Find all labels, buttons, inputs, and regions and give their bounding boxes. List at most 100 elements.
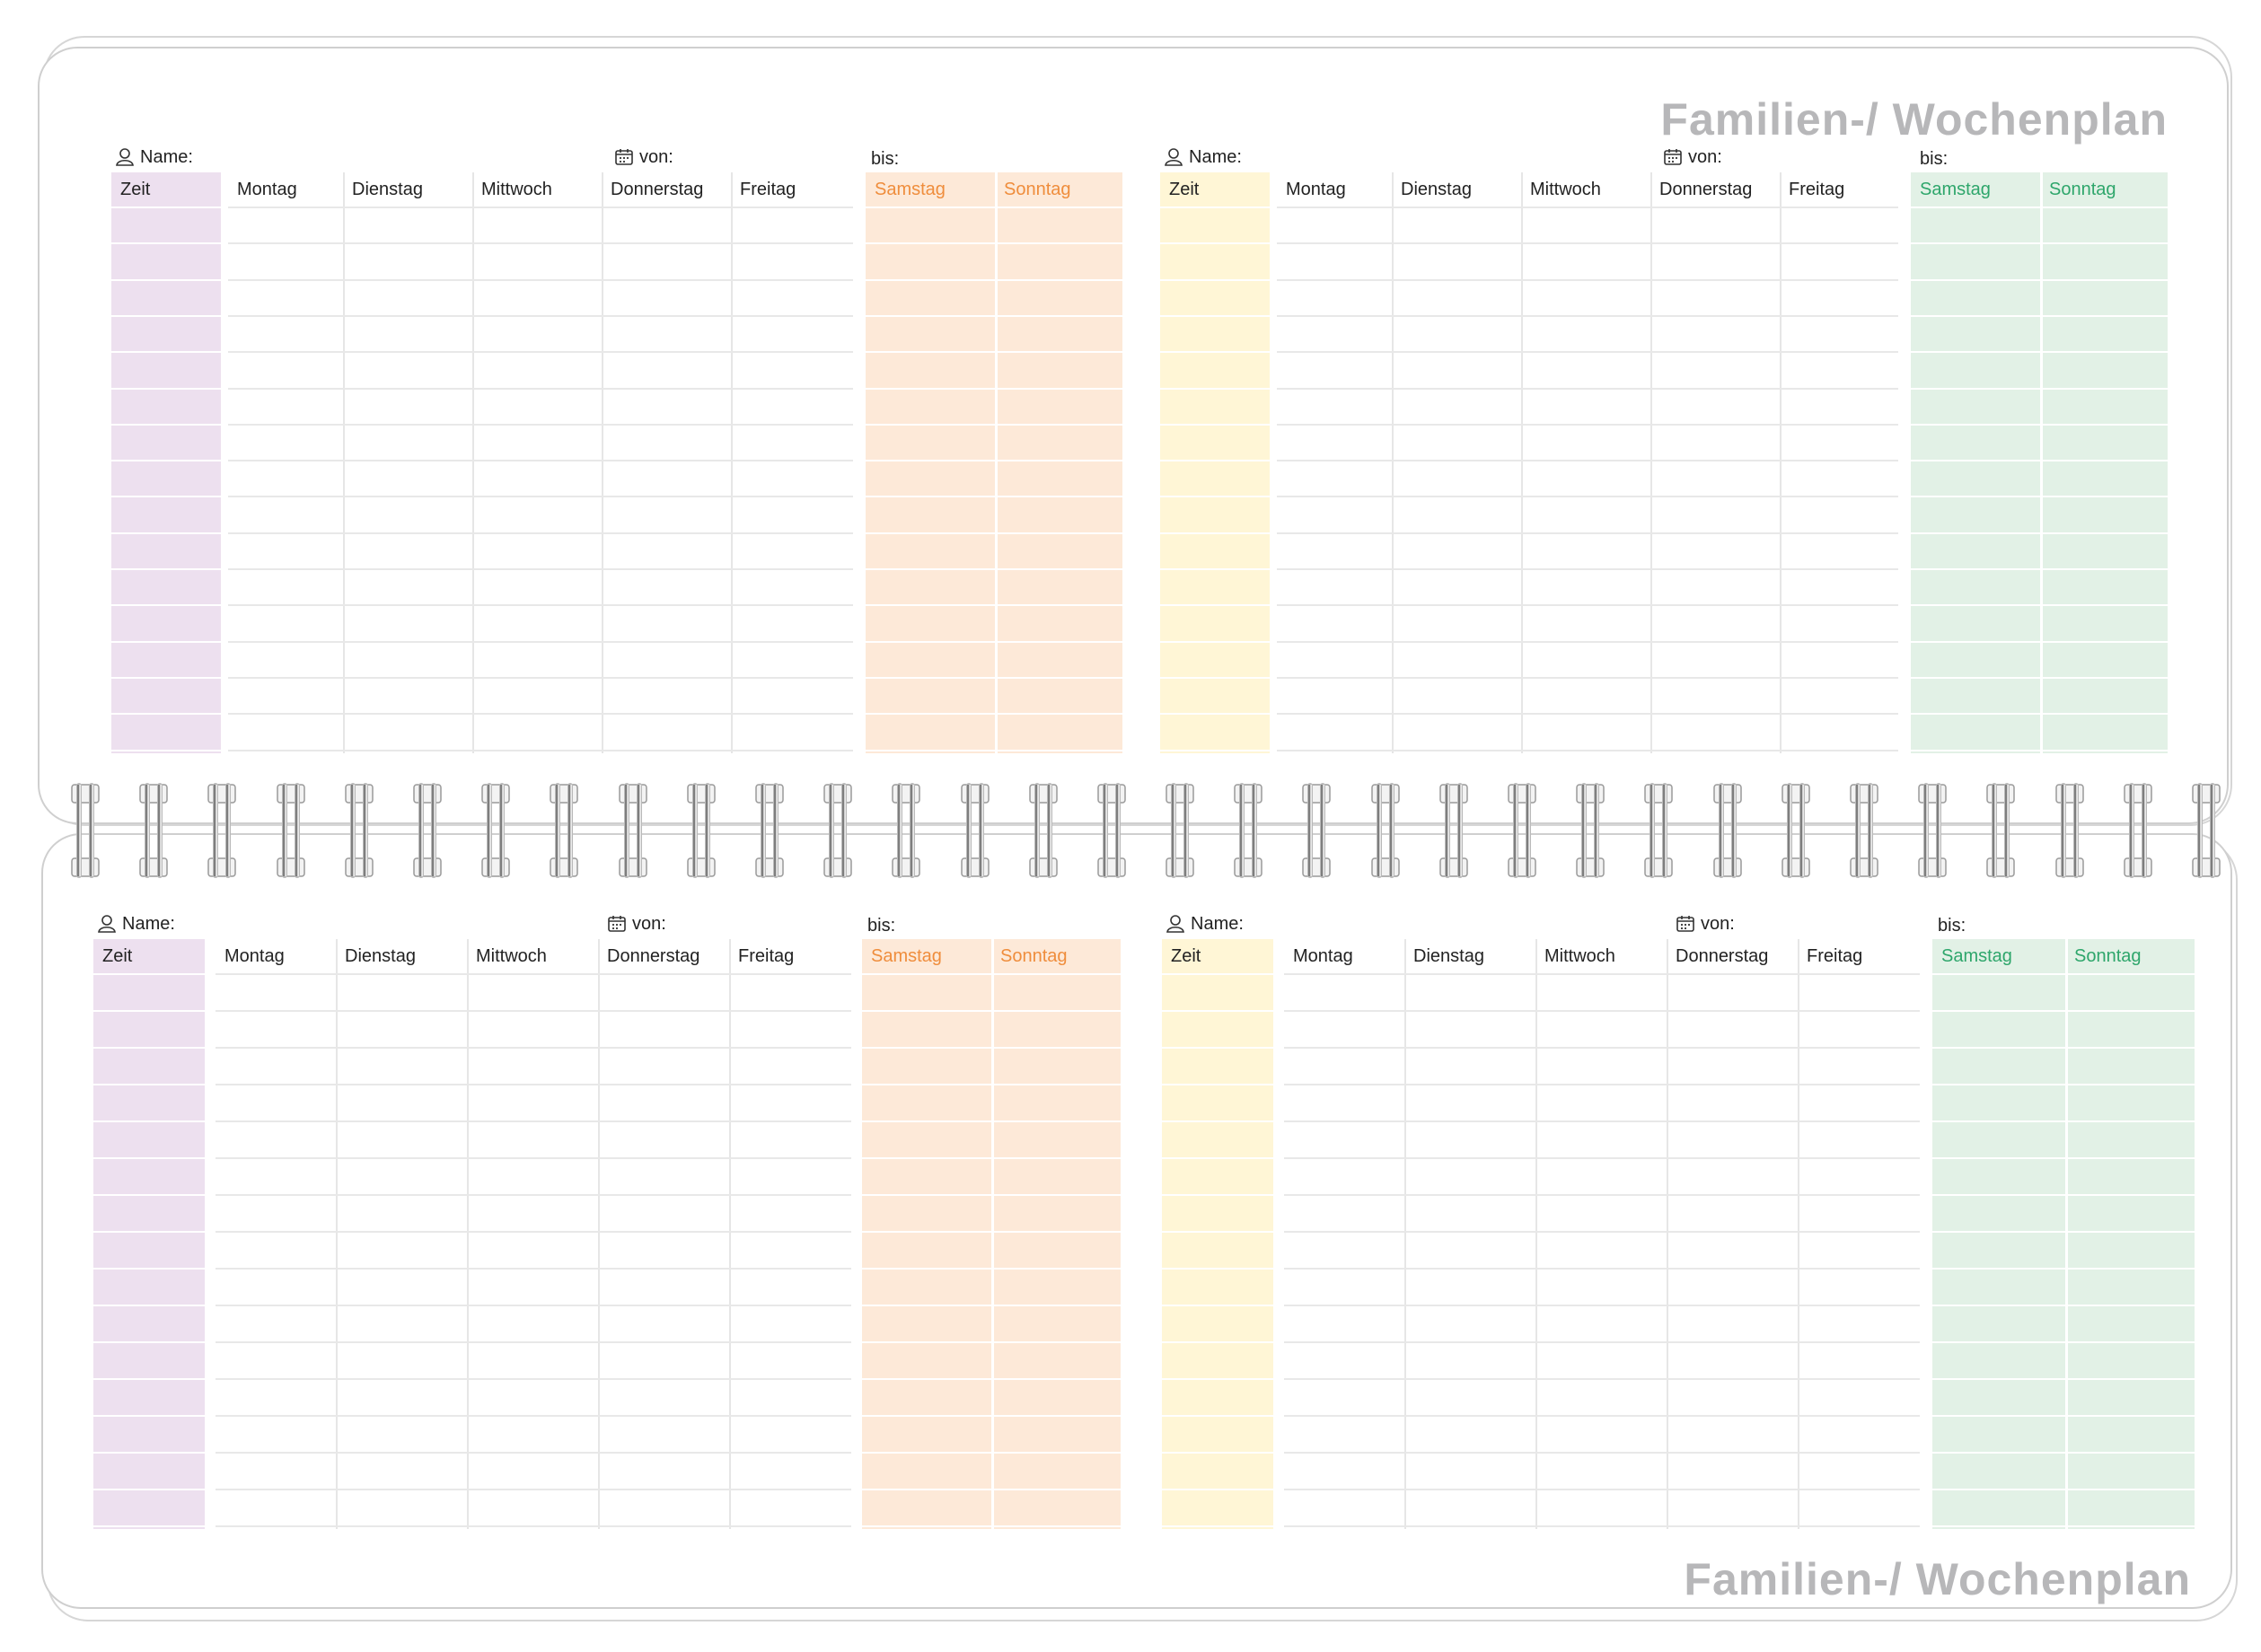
weekend-row-divider	[1911, 532, 2168, 534]
weekend-row-divider	[1911, 496, 2168, 498]
column-header-montag: Montag	[237, 179, 297, 199]
zeit-row-divider	[1160, 314, 1270, 317]
column-header-sonntag: Sonntag	[2049, 179, 2116, 199]
weekend-row-divider	[1932, 1489, 2195, 1490]
spiral-ring	[138, 779, 169, 882]
weekend-row-divider	[1932, 1010, 2195, 1012]
zeit-row-divider	[111, 242, 221, 245]
column-header-dienstag: Dienstag	[345, 945, 416, 966]
name-label: Name:	[1166, 910, 1244, 937]
von-label-text: von:	[1701, 913, 1735, 934]
weekday-row-line	[1284, 1231, 1920, 1233]
spiral-ring	[1712, 779, 1743, 882]
zeit-row-divider	[93, 1084, 205, 1085]
weekend-row-divider	[1932, 1047, 2195, 1049]
spiral-ring	[1507, 779, 1537, 882]
von-label: von:	[607, 910, 666, 937]
spiral-ring	[1438, 779, 1469, 882]
zeit-row-divider	[111, 496, 221, 498]
name-label: Name:	[115, 144, 193, 171]
zeit-column	[1162, 939, 1273, 1529]
zeit-row-divider	[93, 1415, 205, 1417]
column-header-freitag: Freitag	[740, 179, 796, 199]
zeit-row-divider	[1162, 1010, 1273, 1012]
weekday-column-divider	[598, 939, 600, 1529]
weekday-row-line	[216, 1157, 851, 1159]
spiral-ring	[960, 779, 990, 882]
zeit-row-divider	[1160, 242, 1270, 245]
weekday-row-line	[228, 206, 853, 208]
weekend-row-divider	[1932, 1268, 2195, 1270]
weekday-row-line	[1284, 1157, 1920, 1159]
weekday-row-line	[1277, 532, 1898, 534]
weekday-row-line	[1277, 460, 1898, 462]
column-header-samstag: Samstag	[875, 179, 946, 199]
weekday-row-line	[1277, 713, 1898, 716]
name-label: Name:	[97, 910, 175, 937]
zeit-row-divider	[1160, 206, 1270, 208]
weekday-column-divider	[343, 172, 345, 753]
zeit-row-divider	[93, 1010, 205, 1012]
weekend-row-divider	[866, 206, 1122, 208]
weekday-row-line	[1277, 206, 1898, 208]
weekend-row-divider	[866, 496, 1122, 498]
weekend-row-divider	[1932, 1231, 2195, 1233]
weekday-column-divider	[1650, 172, 1652, 753]
weekday-row-line	[1277, 749, 1898, 751]
weekday-column-divider	[731, 172, 733, 753]
bis-label: bis:	[871, 148, 900, 169]
weekend-row-divider	[1932, 973, 2195, 975]
zeit-column	[1160, 172, 1270, 753]
spiral-ring	[412, 779, 443, 882]
spiral-ring	[1985, 779, 2016, 882]
zeit-row-divider	[111, 676, 221, 679]
weekday-row-line	[216, 1047, 851, 1049]
weekday-row-line	[216, 973, 851, 975]
spiral-ring	[1233, 779, 1263, 882]
zeit-row-divider	[111, 713, 221, 716]
weekend-row-divider	[1911, 676, 2168, 679]
zeit-row-divider	[93, 1525, 205, 1527]
weekend-row-divider	[866, 640, 1122, 643]
zeit-row-divider	[93, 1452, 205, 1454]
zeit-row-divider	[111, 351, 221, 354]
weekday-row-line	[228, 496, 853, 498]
zeit-row-divider	[111, 314, 221, 317]
weekday-row-line	[1284, 1084, 1920, 1085]
column-header-mittwoch: Mittwoch	[1544, 945, 1615, 966]
weekday-row-line	[1277, 351, 1898, 354]
weekday-row-line	[1284, 1415, 1920, 1417]
weekday-row-line	[228, 532, 853, 534]
name-label-text: Name:	[1191, 913, 1244, 934]
column-header-donnerstag: Donnerstag	[1659, 179, 1753, 199]
weekend-row-divider	[866, 387, 1122, 390]
column-header-samstag: Samstag	[871, 945, 942, 966]
calendar-icon	[614, 147, 634, 167]
weekday-row-line	[1277, 423, 1898, 426]
weekend-row-divider	[1932, 1525, 2195, 1527]
zeit-column	[93, 939, 205, 1529]
weekday-row-line	[228, 713, 853, 716]
column-header-freitag: Freitag	[1807, 945, 1863, 966]
column-header-montag: Montag	[1286, 179, 1346, 199]
zeit-row-divider	[1160, 496, 1270, 498]
zeit-row-divider	[93, 1378, 205, 1380]
von-label: von:	[1663, 144, 1722, 171]
weekday-row-line	[1284, 1452, 1920, 1454]
zeit-row-divider	[111, 206, 221, 208]
weekend-row-divider	[1932, 1341, 2195, 1343]
zeit-row-divider	[1162, 1120, 1273, 1122]
weekday-row-line	[216, 1489, 851, 1490]
zeit-row-divider	[1162, 1157, 1273, 1159]
weekend-row-divider	[1911, 351, 2168, 354]
zeit-row-divider	[1162, 1489, 1273, 1490]
column-header-montag: Montag	[224, 945, 285, 966]
spiral-ring	[1849, 779, 1879, 882]
weekday-row-line	[216, 1378, 851, 1380]
spiral-ring	[344, 779, 374, 882]
weekday-row-line	[216, 1415, 851, 1417]
name-label: Name:	[1164, 144, 1242, 171]
weekday-row-line	[1284, 1305, 1920, 1306]
zeit-row-divider	[1160, 278, 1270, 281]
weekend-row-divider	[862, 1268, 1121, 1270]
